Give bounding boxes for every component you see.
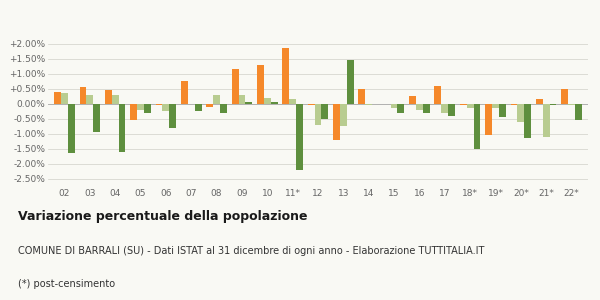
Bar: [347, 60, 353, 103]
Bar: [358, 88, 365, 104]
Bar: [416, 103, 423, 109]
Bar: [543, 103, 550, 136]
Bar: [492, 103, 499, 108]
Bar: [130, 103, 137, 120]
Bar: [575, 103, 582, 120]
Bar: [333, 103, 340, 140]
Bar: [423, 103, 430, 112]
Bar: [485, 103, 492, 135]
Bar: [308, 103, 314, 105]
Bar: [61, 93, 68, 104]
Bar: [271, 102, 278, 104]
Bar: [561, 88, 568, 104]
Bar: [473, 103, 481, 148]
Bar: [245, 102, 252, 104]
Bar: [467, 103, 473, 108]
Bar: [144, 103, 151, 112]
Bar: [511, 103, 517, 105]
Bar: [232, 69, 239, 103]
Bar: [206, 103, 213, 106]
Bar: [181, 81, 188, 103]
Bar: [365, 103, 372, 105]
Bar: [155, 103, 163, 105]
Text: COMUNE DI BARRALI (SU) - Dati ISTAT al 31 dicembre di ogni anno - Elaborazione T: COMUNE DI BARRALI (SU) - Dati ISTAT al 3…: [18, 246, 484, 256]
Text: (*) post-censimento: (*) post-censimento: [18, 279, 115, 289]
Bar: [239, 94, 245, 103]
Bar: [296, 103, 303, 169]
Bar: [213, 94, 220, 103]
Bar: [442, 103, 448, 112]
Bar: [264, 98, 271, 103]
Bar: [220, 103, 227, 112]
Bar: [568, 103, 575, 105]
Bar: [524, 103, 531, 138]
Bar: [86, 94, 93, 103]
Bar: [397, 103, 404, 112]
Bar: [391, 103, 397, 108]
Bar: [322, 103, 328, 118]
Bar: [289, 99, 296, 103]
Bar: [409, 96, 416, 103]
Bar: [448, 103, 455, 116]
Bar: [340, 103, 347, 126]
Bar: [194, 103, 202, 111]
Bar: [54, 92, 61, 104]
Bar: [550, 103, 556, 105]
Bar: [314, 103, 322, 124]
Bar: [112, 94, 119, 103]
Bar: [536, 99, 543, 103]
Bar: [517, 103, 524, 122]
Bar: [434, 85, 442, 103]
Bar: [460, 103, 467, 105]
Bar: [80, 87, 86, 104]
Bar: [93, 103, 100, 132]
Text: Variazione percentuale della popolazione: Variazione percentuale della popolazione: [18, 210, 308, 223]
Bar: [105, 90, 112, 104]
Bar: [68, 103, 75, 153]
Bar: [499, 103, 506, 117]
Bar: [169, 103, 176, 127]
Bar: [163, 103, 169, 111]
Bar: [119, 103, 125, 152]
Bar: [283, 48, 289, 104]
Bar: [257, 64, 264, 104]
Bar: [137, 103, 144, 109]
